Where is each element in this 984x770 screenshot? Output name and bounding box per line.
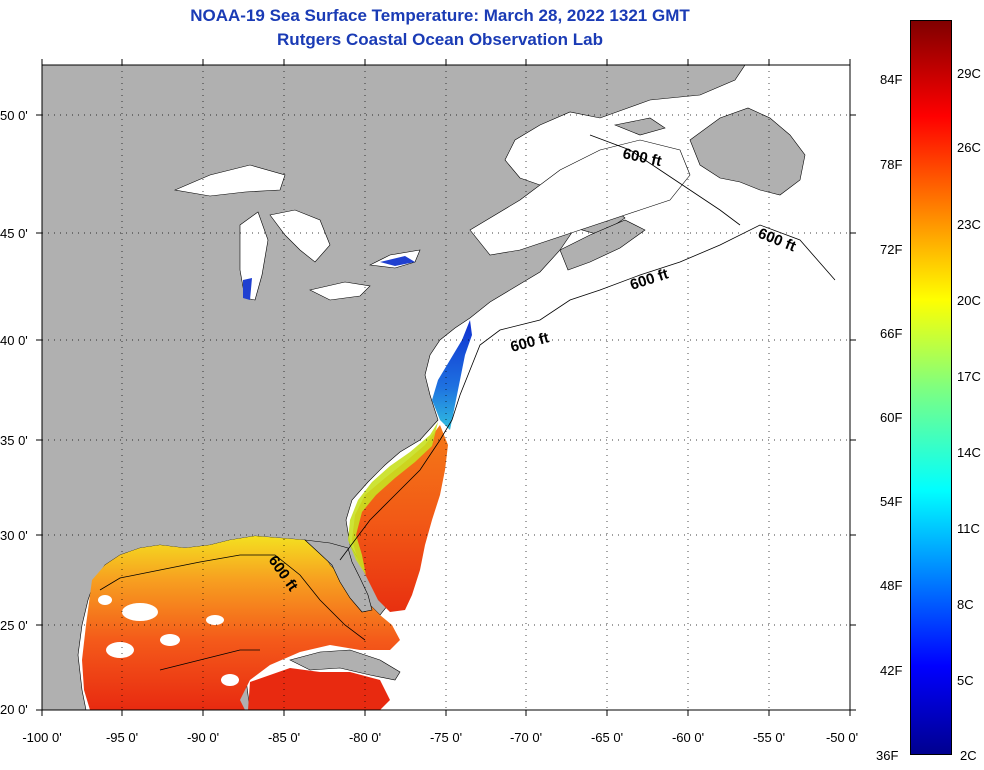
lon-tick-label: -70 0' bbox=[510, 730, 542, 745]
lat-tick-label: 35 0' bbox=[0, 433, 28, 448]
shelf-water bbox=[432, 320, 472, 430]
florida bbox=[304, 539, 373, 613]
lon-tick-label: -65 0' bbox=[591, 730, 623, 745]
lon-tick-label: -95 0' bbox=[106, 730, 138, 745]
newfoundland bbox=[689, 107, 806, 196]
cuba bbox=[289, 649, 401, 681]
cloud-gaps bbox=[98, 595, 239, 686]
lat-tick-label: 40 0' bbox=[0, 333, 28, 348]
caribbean bbox=[248, 668, 390, 710]
colorbar-c-label: 20C bbox=[957, 293, 981, 308]
lat-tick-label: 25 0' bbox=[0, 618, 28, 633]
nova-scotia bbox=[559, 219, 646, 271]
gulf-of-mexico bbox=[82, 536, 400, 710]
colorbar-f-label: 60F bbox=[880, 410, 903, 425]
lake-ontario-sst bbox=[380, 256, 415, 266]
colorbar-f-label: 66F bbox=[880, 326, 903, 341]
frame-ticks bbox=[36, 59, 856, 716]
colorbar-c-label: 17C bbox=[957, 369, 981, 384]
colorbar bbox=[910, 20, 952, 755]
lon-tick-label: -50 0' bbox=[826, 730, 858, 745]
lon-tick-label: -100 0' bbox=[22, 730, 61, 745]
colorbar-c-label: 2C bbox=[960, 748, 977, 763]
colorbar-c-label: 23C bbox=[957, 217, 981, 232]
lon-tick-label: -75 0' bbox=[430, 730, 462, 745]
colorbar-c-label: 5C bbox=[957, 673, 974, 688]
anticosti-island bbox=[613, 117, 666, 136]
colorbar-c-label: 8C bbox=[957, 597, 974, 612]
colorbar-f-label: 72F bbox=[880, 242, 903, 257]
lake-michigan-sst bbox=[243, 278, 252, 300]
lat-tick-label: 45 0' bbox=[0, 226, 28, 241]
colorbar-f-label: 36F bbox=[876, 748, 899, 763]
gulf-stream bbox=[352, 425, 448, 612]
colorbar-f-label: 54F bbox=[880, 494, 903, 509]
colorbar-c-label: 29C bbox=[957, 66, 981, 81]
lat-tick-label: 30 0' bbox=[0, 528, 28, 543]
colorbar-c-label: 11C bbox=[957, 521, 980, 536]
colorbar-f-label: 78F bbox=[880, 157, 903, 172]
gulf-of-st-lawrence bbox=[469, 139, 691, 256]
colorbar-c-label: 14C bbox=[957, 445, 981, 460]
lon-tick-label: -55 0' bbox=[753, 730, 785, 745]
lon-tick-label: -85 0' bbox=[268, 730, 300, 745]
map-title: NOAA-19 Sea Surface Temperature: March 2… bbox=[190, 6, 690, 25]
colorbar-c-label: 26C bbox=[957, 140, 981, 155]
map-subtitle: Rutgers Coastal Ocean Observation Lab bbox=[277, 30, 603, 49]
isobath-lines bbox=[99, 134, 836, 671]
lat-tick-label: 20 0' bbox=[0, 702, 28, 717]
lat-tick-label: 50 0' bbox=[0, 108, 28, 123]
lon-tick-label: -90 0' bbox=[187, 730, 219, 745]
colorbar-f-label: 48F bbox=[880, 578, 903, 593]
lon-tick-label: -80 0' bbox=[349, 730, 381, 745]
colorbar-f-label: 84F bbox=[880, 72, 903, 87]
coastal-band bbox=[348, 422, 438, 575]
lon-tick-label: -60 0' bbox=[672, 730, 704, 745]
colorbar-f-label: 42F bbox=[880, 663, 903, 678]
